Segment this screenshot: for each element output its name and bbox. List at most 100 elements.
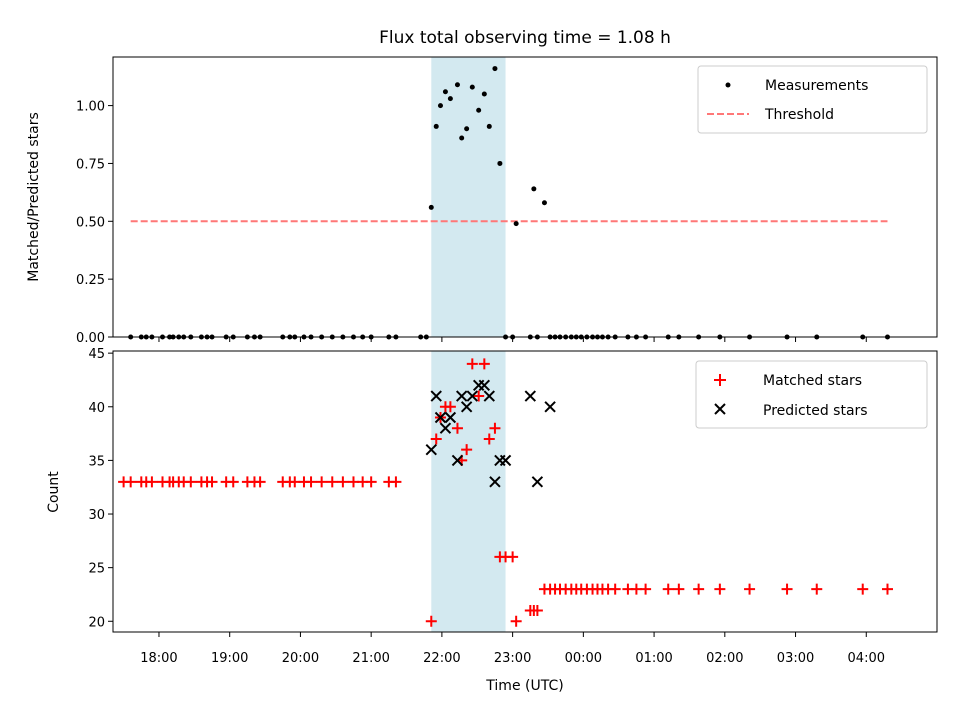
bottom-highlight-span bbox=[431, 351, 506, 632]
legend-predicted-label: Predicted stars bbox=[763, 403, 868, 419]
bottom-xtick-label: 03:00 bbox=[777, 651, 814, 666]
top-axes-frame bbox=[112, 56, 938, 338]
matched-star-point bbox=[390, 476, 402, 488]
top-y-axis: 0.00 0.25 0.50 0.75 1.00 bbox=[76, 100, 113, 346]
top-ytick-label: 0.50 bbox=[76, 215, 105, 230]
matched-star-point bbox=[326, 476, 338, 488]
predicted-star-point bbox=[451, 454, 464, 467]
matched-star-point bbox=[125, 476, 137, 488]
matched-star-point bbox=[430, 433, 442, 445]
top-ytick-label: 0.25 bbox=[76, 273, 105, 288]
matched-star-point bbox=[693, 583, 705, 595]
predicted-star-point bbox=[434, 411, 447, 424]
top-ytick-label: 1.00 bbox=[76, 100, 105, 115]
bottom-x-axis: 18:00 19:00 20:00 21:00 22:00 23:00 00:00 01:00… bbox=[140, 632, 885, 666]
matched-star-point bbox=[662, 583, 674, 595]
matched-star-point bbox=[146, 476, 158, 488]
measurement-point bbox=[437, 103, 443, 109]
measurement-point bbox=[486, 123, 492, 129]
matched-star-point bbox=[714, 583, 726, 595]
predicted-star-point bbox=[544, 401, 556, 413]
bottom-ytick-label: 35 bbox=[88, 454, 105, 469]
bottom-xtick-label: 23:00 bbox=[494, 651, 531, 666]
matched-star-point bbox=[673, 583, 685, 595]
top-highlight-span bbox=[431, 57, 506, 337]
matched-star-point bbox=[811, 583, 823, 595]
predicted-star-point bbox=[489, 476, 501, 488]
matched-star-point bbox=[507, 551, 519, 563]
predicted-star-point bbox=[499, 454, 512, 467]
measurement-point bbox=[513, 221, 519, 227]
predicted-star-point bbox=[531, 476, 544, 488]
matched-star-point bbox=[289, 476, 301, 488]
bottom-xlabel: Time (UTC) bbox=[485, 678, 563, 694]
matched-star-point bbox=[609, 583, 621, 595]
matched-star-point bbox=[531, 605, 543, 617]
top-legend: Measurements Threshold bbox=[697, 65, 928, 134]
matched-star-point bbox=[365, 476, 377, 488]
measurement-point bbox=[476, 107, 482, 113]
matched-star-point bbox=[640, 583, 652, 595]
matched-star-point bbox=[461, 444, 473, 456]
top-title: Flux total observing time = 1.08 h bbox=[379, 28, 671, 48]
legend-threshold-label: Threshold bbox=[764, 107, 834, 123]
measurement-point bbox=[433, 123, 439, 129]
predicted-star-point bbox=[439, 422, 452, 434]
bottom-xtick-label: 04:00 bbox=[848, 651, 885, 666]
bottom-ytick-label: 25 bbox=[88, 562, 105, 577]
bottom-xtick-label: 00:00 bbox=[565, 651, 602, 666]
matched-star-point bbox=[227, 476, 239, 488]
predicted-stars-series bbox=[425, 379, 556, 488]
measurement-point bbox=[469, 84, 475, 90]
matched-star-point bbox=[425, 615, 437, 627]
matched-star-point bbox=[483, 433, 495, 445]
bottom-legend: Matched stars Predicted stars bbox=[695, 360, 928, 429]
top-ytick-label: 0.75 bbox=[76, 157, 105, 172]
predicted-star-point bbox=[425, 443, 437, 456]
top-x-axis bbox=[158, 337, 867, 342]
matched-star-point bbox=[444, 401, 456, 413]
matched-star-point bbox=[316, 476, 328, 488]
matched-star-point bbox=[473, 390, 485, 402]
measurement-point bbox=[531, 186, 537, 192]
measurement-point bbox=[464, 126, 470, 132]
matched-star-point bbox=[510, 615, 522, 627]
bottom-xtick-label: 21:00 bbox=[352, 651, 389, 666]
bottom-xtick-label: 19:00 bbox=[211, 651, 248, 666]
matched-star-point bbox=[347, 476, 359, 488]
bottom-ytick-label: 40 bbox=[88, 401, 105, 416]
predicted-star-point bbox=[455, 390, 468, 402]
bottom-xtick-label: 18:00 bbox=[140, 651, 177, 666]
matched-star-point bbox=[466, 358, 478, 370]
matched-star-point bbox=[451, 422, 463, 434]
legend-matched-label: Matched stars bbox=[763, 373, 862, 389]
predicted-star-point bbox=[524, 390, 537, 402]
bottom-ytick-label: 45 bbox=[88, 347, 105, 362]
matched-star-point bbox=[337, 476, 349, 488]
matched-star-point bbox=[305, 476, 317, 488]
measurement-point bbox=[492, 66, 498, 72]
legend-measurements-marker bbox=[725, 82, 731, 88]
bottom-xtick-label: 02:00 bbox=[706, 651, 743, 666]
bottom-xtick-label: 22:00 bbox=[423, 651, 460, 666]
bottom-ytick-label: 30 bbox=[88, 508, 105, 523]
matched-star-point bbox=[478, 358, 490, 370]
predicted-star-point bbox=[483, 390, 495, 402]
predicted-star-point bbox=[460, 401, 473, 413]
matched-star-point bbox=[881, 583, 893, 595]
matched-star-point bbox=[630, 583, 642, 595]
matched-stars-series bbox=[118, 358, 893, 627]
matched-star-point bbox=[489, 422, 501, 434]
bottom-legend-box bbox=[695, 360, 928, 429]
top-ylabel: Matched/Predicted stars bbox=[26, 112, 42, 282]
measurement-point bbox=[447, 96, 453, 102]
predicted-star-point bbox=[430, 390, 442, 402]
bottom-y-axis: 20 25 30 35 40 45 bbox=[88, 347, 113, 630]
legend-measurements-label: Measurements bbox=[765, 78, 868, 94]
matched-star-point bbox=[857, 583, 869, 595]
predicted-star-point bbox=[444, 411, 457, 424]
matched-star-point bbox=[185, 476, 197, 488]
bottom-axes-frame bbox=[112, 350, 938, 633]
predicted-star-point bbox=[478, 379, 491, 392]
